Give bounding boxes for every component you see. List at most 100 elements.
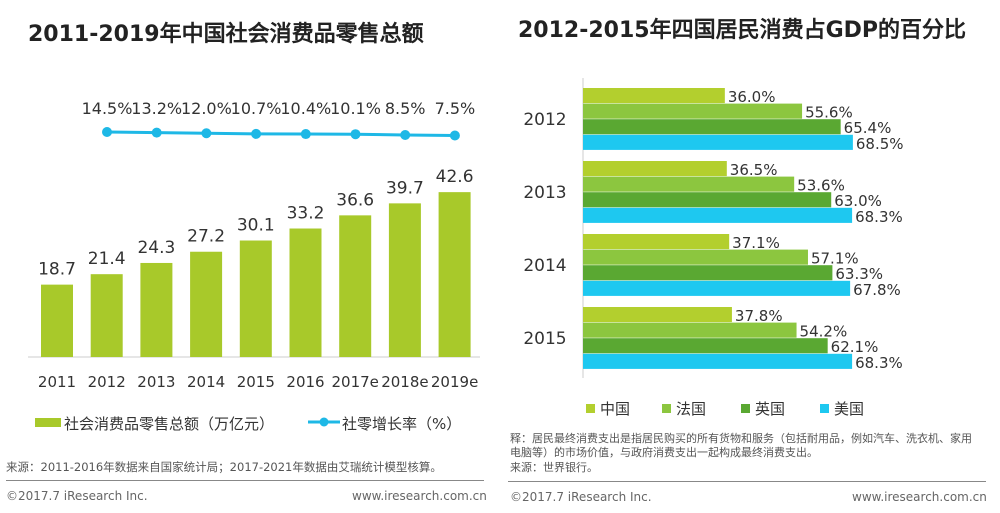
legend-label: 英国 (755, 400, 785, 418)
growth-label: 7.5% (435, 99, 476, 118)
bar-label: 63.0% (834, 192, 882, 210)
bar-label: 54.2% (800, 323, 848, 341)
bar-label: 36.5% (730, 161, 778, 179)
divider (6, 480, 484, 481)
x-tick-label: 2011 (38, 373, 76, 391)
bar-label: 36.6 (336, 190, 374, 210)
bar-label: 65.4% (844, 119, 892, 137)
bar-label: 67.8% (853, 281, 901, 299)
legend-label: 社会消费品零售总额（万亿元） (64, 415, 274, 433)
bar-label: 68.5% (856, 135, 904, 153)
website: www.iresearch.com.cn (352, 489, 487, 503)
growth-label: 10.4% (280, 99, 331, 118)
bar (583, 119, 841, 135)
bar (339, 215, 372, 357)
legend-label: 社零增长率（%） (342, 415, 461, 433)
growth-point (151, 127, 162, 138)
divider (508, 481, 986, 482)
legend-swatch (741, 404, 750, 413)
bar (583, 265, 833, 281)
growth-point (400, 130, 411, 140)
growth-line (106, 130, 455, 137)
x-tick-label: 2019e (431, 373, 478, 391)
growth-point (201, 128, 212, 139)
x-tick-label: 2014 (187, 373, 225, 391)
bar-label: 37.8% (735, 307, 783, 325)
bar (583, 192, 832, 208)
growth-point (350, 129, 361, 140)
bar-label: 37.1% (732, 234, 780, 252)
left-source: 来源：2011-2016年数据来自国家统计局；2017-2021年数据由艾瑞统计… (6, 460, 442, 474)
bar (583, 353, 853, 369)
y-tick-label: 2013 (523, 183, 566, 203)
bar (583, 134, 853, 150)
x-tick-label: 2013 (137, 373, 175, 391)
bar (583, 280, 851, 296)
bar (388, 203, 421, 357)
bar-label: 39.7 (386, 178, 424, 198)
bar-label: 33.2 (287, 204, 325, 224)
x-tick-label: 2015 (237, 373, 275, 391)
bar-label: 53.6% (797, 177, 845, 195)
growth-point (300, 129, 311, 140)
legend-label: 法国 (676, 400, 706, 418)
growth-point (251, 128, 262, 139)
bar (239, 240, 272, 357)
bar (583, 234, 730, 250)
growth-label: 8.5% (385, 99, 426, 118)
legend-swatch (662, 404, 671, 413)
bar (90, 274, 123, 357)
website: www.iresearch.com.cn (852, 490, 987, 504)
bar-label: 21.4 (88, 249, 126, 269)
y-tick-label: 2014 (523, 256, 566, 276)
y-tick-label: 2015 (523, 329, 566, 349)
bar-label: 68.3% (855, 208, 903, 226)
bar-label: 36.0% (728, 88, 776, 106)
bar (583, 307, 732, 323)
bar (583, 88, 725, 104)
bar-label: 24.3 (137, 238, 175, 258)
growth-label: 10.1% (330, 99, 381, 118)
bar (583, 176, 795, 192)
growth-label: 10.7% (231, 99, 282, 118)
bar (289, 228, 322, 357)
bar-label: 63.3% (835, 265, 883, 283)
bar (583, 161, 727, 177)
bar-label: 30.1 (237, 216, 275, 236)
legend-label: 美国 (834, 400, 864, 418)
bar-label: 62.1% (831, 338, 879, 356)
legend-label: 中国 (600, 400, 630, 418)
bar (190, 251, 223, 357)
right-chart: 201236.0%55.6%65.4%68.5%201336.5%53.6%63… (523, 78, 904, 418)
legend-swatch-point (319, 417, 329, 427)
bar (583, 249, 808, 265)
legend-swatch (820, 404, 829, 413)
bar-label: 27.2 (187, 227, 225, 247)
bar-label: 42.6 (436, 167, 474, 187)
bar (140, 262, 173, 357)
copyright: ©2017.7 iResearch Inc. (510, 490, 652, 504)
bar-label: 57.1% (811, 250, 859, 268)
legend-swatch-bar (35, 418, 61, 427)
x-tick-label: 2012 (88, 373, 126, 391)
x-tick-label: 2016 (286, 373, 324, 391)
bar-label: 68.3% (855, 354, 903, 372)
bar (438, 192, 471, 357)
bar (583, 338, 828, 354)
growth-point (102, 127, 112, 137)
growth-point (449, 130, 460, 141)
bar (41, 284, 73, 357)
bar (583, 322, 797, 338)
legend-swatch (586, 404, 595, 413)
growth-label: 13.2% (131, 99, 182, 118)
y-tick-label: 2012 (523, 110, 566, 130)
bar-label: 55.6% (805, 104, 853, 122)
right-chart-title: 2012-2015年四国居民消费占GDP的百分比 (518, 18, 967, 43)
left-chart: 18.7 2011 21.4 2012 24.3 2013 27.2 2014 30.1 2015… (28, 99, 480, 433)
x-tick-label: 2018e (381, 373, 428, 391)
right-source: 来源：世界银行。 (510, 461, 598, 474)
bar (583, 207, 853, 223)
right-note: 释：居民最终消费支出是指居民购买的所有货物和服务（包括耐用品，例如汽车、洗衣机、… (510, 432, 972, 459)
growth-label: 14.5% (82, 99, 133, 118)
growth-label: 12.0% (181, 99, 232, 118)
